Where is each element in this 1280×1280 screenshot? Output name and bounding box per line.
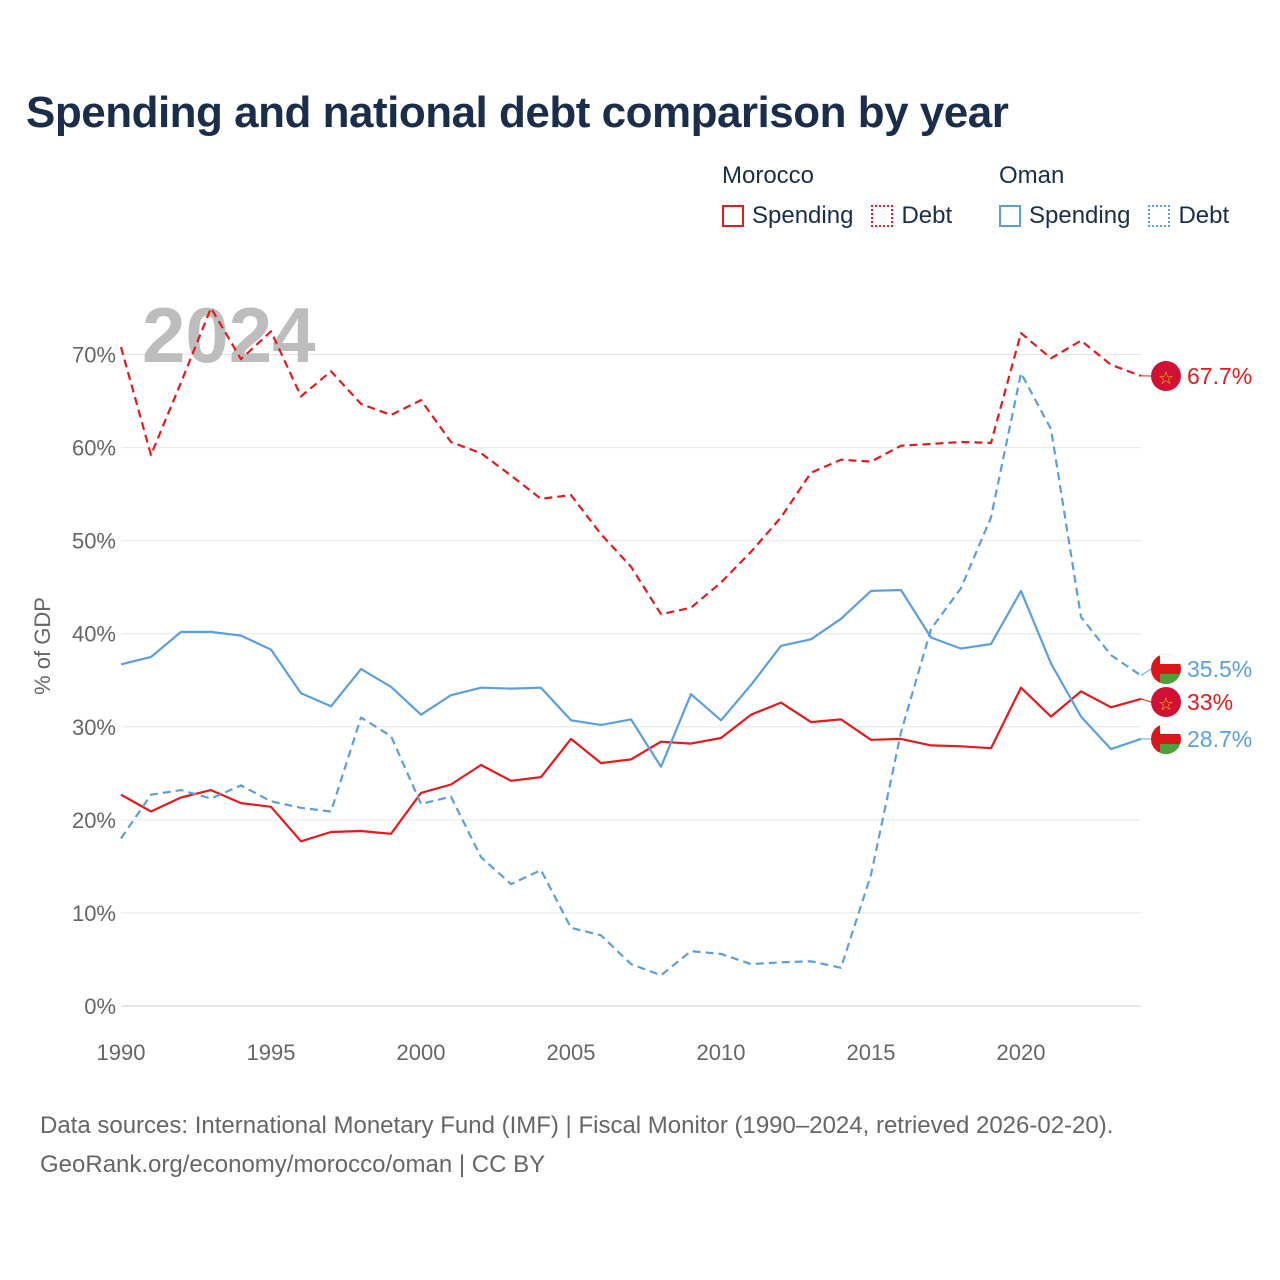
legend-group-oman: Oman Spending Debt xyxy=(999,162,1229,230)
series-line-oman-debt[interactable] xyxy=(120,372,1142,977)
x-tick-label: 2010 xyxy=(697,1040,746,1065)
end-label-oman-spending: 28.7% xyxy=(1187,726,1252,752)
y-tick-label: 30% xyxy=(72,715,116,740)
legend-group-morocco: Morocco Spending Debt xyxy=(722,162,970,230)
legend-swatch-solid-icon xyxy=(722,205,744,227)
gridlines xyxy=(121,354,1141,1007)
y-axis-label: % of GDP xyxy=(30,597,55,695)
end-label-morocco-spending: 33% xyxy=(1187,689,1233,715)
y-tick-label: 10% xyxy=(72,901,116,926)
end-label-leader xyxy=(1140,668,1152,677)
legend-swatch-dotted-icon xyxy=(871,205,894,227)
end-label-morocco-debt: 67.7% xyxy=(1187,363,1252,389)
data-source-text: Data sources: International Monetary Fun… xyxy=(40,1112,1114,1139)
series-line-morocco-debt[interactable] xyxy=(119,306,1142,616)
legend-item-oman-spending[interactable]: Spending xyxy=(999,202,1130,230)
footer: Data sources: International Monetary Fun… xyxy=(40,1106,1113,1184)
x-tick-label: 1995 xyxy=(247,1040,296,1065)
oman-flag-icon xyxy=(1151,724,1181,754)
y-axis-ticks: 0% 10% 20% 30% 40% 50% 60% 70% xyxy=(72,343,116,1019)
legend-item-morocco-spending[interactable]: Spending xyxy=(722,202,853,230)
legend-item-morocco-debt[interactable]: Debt xyxy=(871,202,952,230)
year-watermark: 2024 xyxy=(142,291,316,379)
y-tick-label: 40% xyxy=(72,622,116,647)
x-tick-label: 2015 xyxy=(847,1040,896,1065)
legend-label: Spending xyxy=(1029,202,1131,229)
legend-item-oman-debt[interactable]: Debt xyxy=(1148,202,1229,230)
legend-label: Debt xyxy=(901,202,953,229)
y-tick-label: 50% xyxy=(72,529,116,554)
attribution-text: GeoRank.org/economy/morocco/oman | CC BY xyxy=(40,1151,546,1178)
end-labels: 67.7% 33% 28.7% 35.5% xyxy=(1140,363,1252,752)
y-tick-label: 20% xyxy=(72,808,116,833)
end-label-leader xyxy=(1140,698,1152,703)
y-tick-label: 0% xyxy=(84,994,116,1019)
legend-country-oman: Oman xyxy=(999,162,1065,189)
morocco-flag-icon: ☆ xyxy=(1151,687,1181,717)
svg-text:☆: ☆ xyxy=(1158,694,1174,715)
oman-flag-icon xyxy=(1151,654,1181,684)
x-tick-label: 2005 xyxy=(547,1040,596,1065)
legend-label: Spending xyxy=(752,202,854,229)
legend-swatch-solid-icon xyxy=(999,205,1021,227)
series-line-morocco-spending[interactable] xyxy=(120,686,1142,843)
x-axis-ticks: 1990 1995 2000 2005 2010 2015 2020 xyxy=(97,1040,1046,1065)
x-tick-label: 2000 xyxy=(397,1040,446,1065)
x-tick-label: 2020 xyxy=(997,1040,1046,1065)
y-tick-label: 60% xyxy=(72,436,116,461)
legend-country-morocco: Morocco xyxy=(722,162,815,189)
end-label-oman-debt: 35.5% xyxy=(1187,656,1252,682)
x-tick-label: 1990 xyxy=(97,1040,146,1065)
chart-title: Spending and national debt comparison by… xyxy=(26,88,1009,137)
y-tick-label: 70% xyxy=(72,343,116,368)
svg-text:☆: ☆ xyxy=(1158,368,1174,389)
legend-swatch-dotted-icon xyxy=(1148,205,1171,227)
morocco-flag-icon: ☆ xyxy=(1151,361,1181,391)
legend-label: Debt xyxy=(1178,202,1230,229)
chart-series xyxy=(119,306,1142,977)
series-line-oman-spending[interactable] xyxy=(120,588,1142,768)
